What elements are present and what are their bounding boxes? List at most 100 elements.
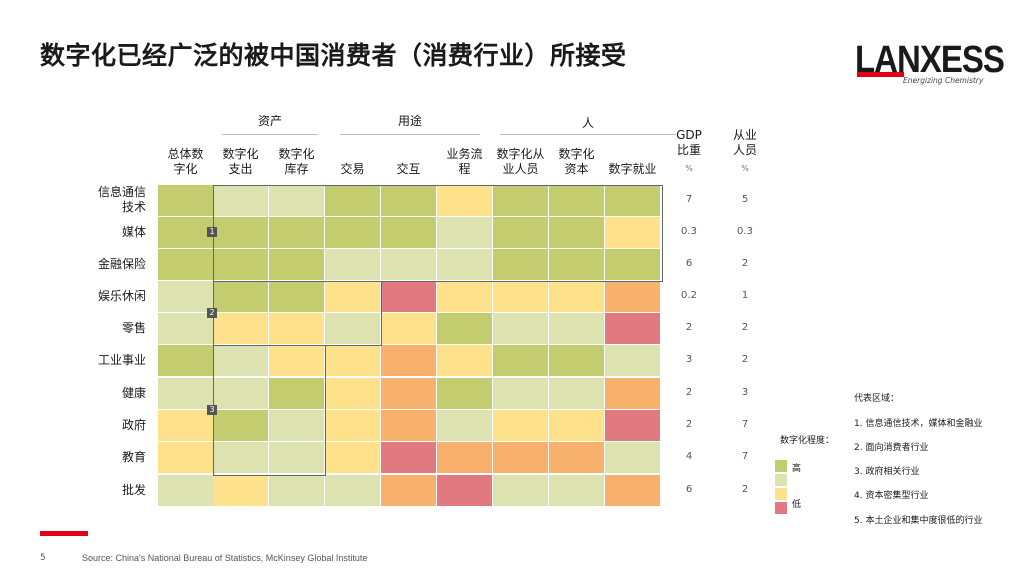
column-header: 业务流程	[435, 147, 494, 177]
row-label-line: 信息通信	[97, 185, 146, 199]
page-title: 数字化已经广泛的被中国消费者（消费行业）所接受	[40, 41, 627, 70]
column-header: 数字化 资本	[547, 147, 606, 177]
heatmap-cell	[325, 378, 380, 409]
heatmap-cell	[269, 185, 324, 216]
column-header-line: 总体数	[167, 147, 204, 161]
regions-legend-item: 3. 政府相关行业	[854, 467, 920, 477]
gdp-share-value: 6	[685, 484, 693, 495]
employment-header-line: 人员	[732, 143, 757, 157]
heatmap-cell	[437, 249, 492, 280]
employment-header-line: 从业	[732, 128, 757, 142]
gdp-share-value: 6	[685, 258, 693, 269]
row-label: 政府	[34, 418, 146, 433]
heatmap-cell	[437, 345, 492, 376]
heatmap-cell	[269, 378, 324, 409]
heatmap-cell	[381, 442, 436, 473]
employment-share-value: 5	[741, 194, 749, 205]
region-badge: 3	[207, 405, 217, 415]
logo-red-bar	[857, 72, 904, 77]
heatmap-cell	[605, 313, 660, 344]
gdp-share-value: 2	[685, 322, 693, 333]
heatmap-cell	[158, 475, 213, 506]
gdp-share-value: 4	[685, 451, 693, 462]
heatmap-cell	[213, 185, 268, 216]
heatmap-cell	[493, 442, 548, 473]
heatmap-cell	[213, 249, 268, 280]
regions-legend-item: 1. 信息通信技术，媒体和金融业	[854, 419, 983, 429]
heatmap-cell	[158, 281, 213, 312]
employment-share-value: 3	[741, 387, 749, 398]
column-header-line: 数字化从	[496, 147, 545, 161]
heatmap-cell	[269, 217, 324, 248]
gdp-share-value: 2	[685, 387, 693, 398]
employment-share-value: 2	[741, 484, 749, 495]
employment-share-value: 0.3	[737, 226, 753, 237]
heatmap-cell	[605, 249, 660, 280]
regions-legend-item: 5. 本土企业和集中度很低的行业	[854, 516, 983, 526]
heatmap-cell	[493, 313, 548, 344]
group-usage-line	[340, 134, 480, 135]
column-header: 数字化 支出	[211, 147, 270, 177]
logo-tagline: Energizing Chemistry	[903, 76, 984, 85]
heatmap-cell	[549, 185, 604, 216]
footer-red-bar	[40, 531, 88, 536]
gdp-share-value: 3	[685, 354, 693, 365]
heatmap-cell	[213, 442, 268, 473]
heatmap-cell	[549, 378, 604, 409]
lanxess-logo: LANXESS Energizing Chemistry	[855, 40, 1005, 85]
heatmap-cell	[213, 313, 268, 344]
employment-share-value: 1	[741, 290, 749, 301]
row-label: 健康	[34, 386, 146, 401]
heatmap-cell	[381, 313, 436, 344]
heatmap-cell	[549, 281, 604, 312]
row-label: 工业事业	[34, 353, 146, 368]
row-label-line: 技术	[121, 200, 146, 214]
column-header-line: 业务流	[446, 147, 483, 161]
column-header: 交易	[323, 162, 382, 177]
row-label: 零售	[34, 321, 146, 336]
column-header: 数字就业	[603, 162, 662, 177]
source-note: Source: China's National Bureau of Stati…	[82, 553, 368, 563]
column-header: 交互	[379, 162, 438, 177]
gdp-header: GDP 比重	[669, 128, 709, 158]
row-label-line: 教育	[121, 450, 146, 464]
heatmap-cell	[269, 345, 324, 376]
row-label-line: 金融保险	[97, 257, 146, 271]
employment-share-value: 2	[741, 322, 749, 333]
heatmap-cell	[325, 475, 380, 506]
group-assets: 资产	[257, 114, 282, 128]
gdp-header-line: 比重	[676, 143, 701, 157]
gdp-share-value: 0.3	[681, 226, 697, 237]
region-badge: 2	[207, 308, 217, 318]
heatmap-cell	[269, 442, 324, 473]
row-label-line: 健康	[121, 386, 146, 400]
heatmap-cell	[605, 185, 660, 216]
group-people: 人	[581, 116, 594, 130]
heatmap-cell	[549, 410, 604, 441]
heatmap-cell	[605, 378, 660, 409]
row-label: 娱乐休闲	[34, 289, 146, 304]
regions-legend-item: 2. 面向消费者行业	[854, 443, 929, 453]
group-usage: 用途	[397, 114, 422, 128]
heatmap-cell	[269, 313, 324, 344]
heatmap-cell	[158, 185, 213, 216]
column-header-line: 字化	[173, 162, 198, 176]
column-header-line: 交易	[340, 162, 365, 176]
heatmap-cell	[493, 475, 548, 506]
heatmap-cell	[437, 475, 492, 506]
heatmap-cell	[325, 217, 380, 248]
column-header-line: 数字化	[278, 147, 315, 161]
logo-wordmark: LANXESS	[855, 37, 1005, 81]
column-header: 数字化从 业人员	[491, 147, 550, 177]
row-label: 教育	[34, 450, 146, 465]
heatmap-cell	[158, 378, 213, 409]
heatmap-cell	[213, 217, 268, 248]
heatmap-cell	[158, 442, 213, 473]
heatmap-cell	[381, 378, 436, 409]
legend-swatch-1	[775, 460, 787, 472]
legend-low: 低	[792, 500, 802, 510]
heatmap-cell	[269, 475, 324, 506]
heatmap-cell	[437, 410, 492, 441]
column-header-line: 数字就业	[608, 162, 657, 176]
heatmap-cell	[381, 185, 436, 216]
